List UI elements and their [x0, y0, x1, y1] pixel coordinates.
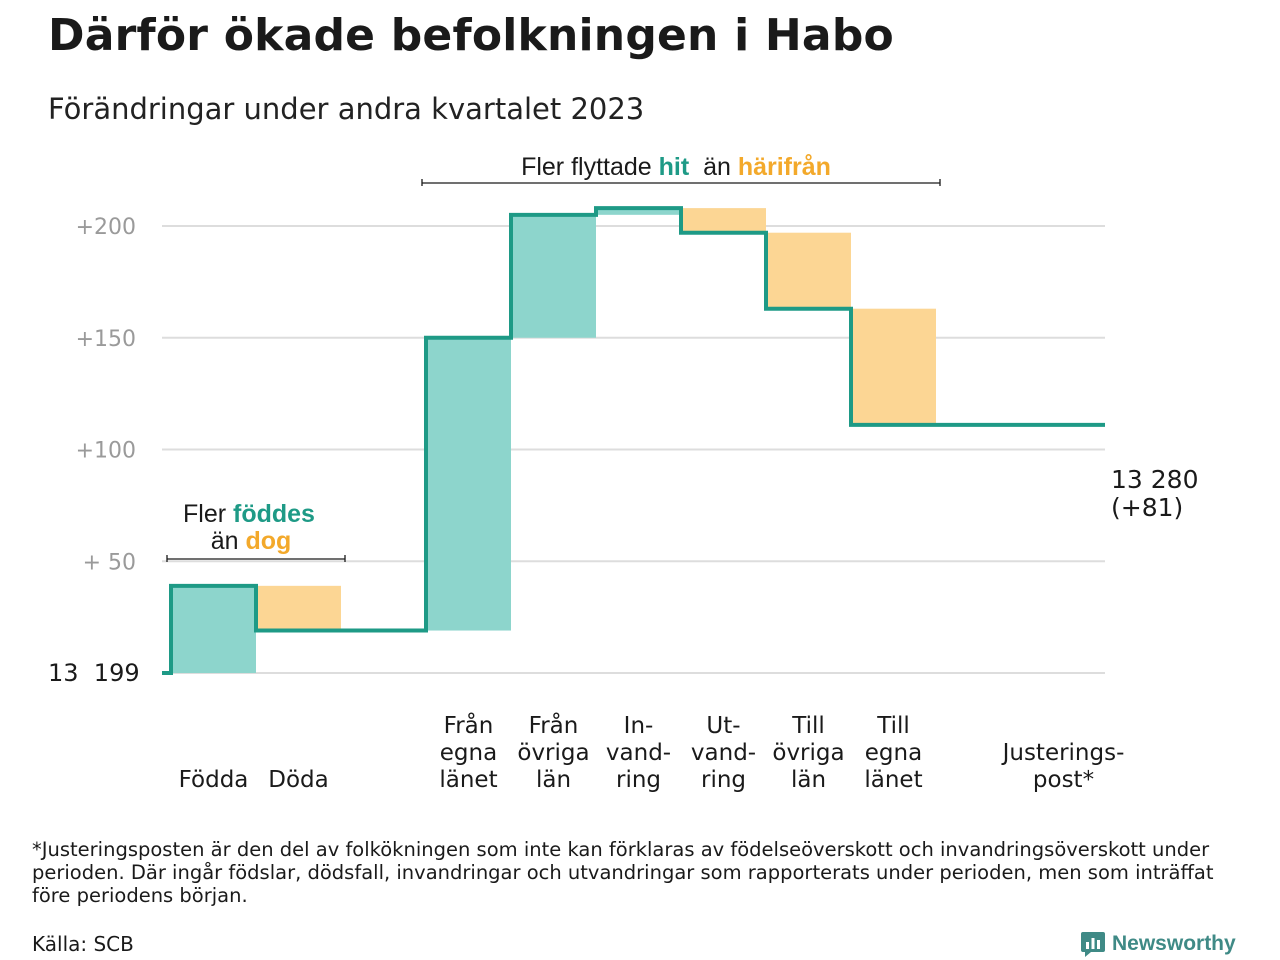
- bar-födda: [171, 585, 256, 673]
- y-tick-label: +100: [76, 439, 136, 464]
- logo-text: Newsworthy: [1112, 932, 1236, 955]
- bar-utvandring: [681, 208, 766, 233]
- x-category-label: Ut-: [706, 713, 740, 739]
- bar-frånövrigalän: [511, 214, 596, 338]
- bar-döda: [256, 585, 341, 631]
- annotation-highlight-increase: hit: [659, 153, 690, 181]
- source-label: Källa: SCB: [32, 932, 134, 956]
- annotation-text: än: [211, 527, 246, 555]
- cumulative-step-line: [162, 206, 1105, 675]
- x-category-label: Döda: [268, 767, 328, 793]
- newsworthy-logo-icon: [1081, 932, 1105, 957]
- chart-subtitle: Förändringar under andra kvartalet 2023: [48, 92, 645, 126]
- x-category-label: egna: [865, 740, 922, 766]
- bar-tillövrigalän: [766, 232, 851, 309]
- bar-invandring: [596, 208, 681, 215]
- x-category-label: Justerings-: [1001, 740, 1125, 766]
- chart-title: Därför ökade befolkningen i Habo: [48, 10, 894, 61]
- x-category-label: In-: [624, 713, 654, 739]
- x-category-label: länet: [439, 767, 497, 793]
- y-tick-label: + 50: [83, 550, 136, 575]
- births-annotation-line1: Fler föddes: [183, 500, 315, 528]
- bar-frånegnalänet: [426, 337, 511, 631]
- y-tick-label: +150: [76, 327, 136, 352]
- births-bracket: [166, 555, 346, 562]
- annotation-highlight-decrease: dog: [245, 527, 291, 555]
- x-category-label: Från: [529, 711, 579, 739]
- x-category-label: övriga: [772, 740, 844, 766]
- x-category-label: län: [536, 767, 571, 793]
- x-category-label: Födda: [179, 767, 249, 793]
- bar-tillegnalänet: [851, 308, 936, 425]
- moves-bracket: [421, 179, 941, 186]
- end-change-label: (+81): [1111, 493, 1183, 522]
- start-value-label: 13 199: [48, 659, 140, 687]
- annotation-text: Fler flyttade: [521, 153, 659, 181]
- x-category-label: Från: [444, 711, 494, 739]
- moves-annotation: Fler flyttade hit än härifrån: [521, 153, 831, 181]
- x-category-label: län: [791, 767, 826, 793]
- x-category-label: vand-: [691, 740, 756, 766]
- annotation-highlight-increase: föddes: [233, 500, 315, 528]
- x-category-label: övriga: [517, 740, 589, 766]
- y-tick-label: +200: [76, 215, 136, 240]
- annotation-text: än: [689, 153, 738, 181]
- births-annotation-line2: än dog: [211, 527, 292, 555]
- x-category-label: vand-: [606, 740, 671, 766]
- x-category-label: post*: [1033, 767, 1094, 793]
- x-category-label: ring: [616, 767, 661, 793]
- x-category-label: egna: [440, 740, 497, 766]
- x-category-label: ring: [701, 767, 746, 793]
- end-value-label: 13 280: [1111, 465, 1198, 494]
- x-category-label: Till: [876, 713, 910, 739]
- newsworthy-logo: Newsworthy: [1080, 928, 1236, 960]
- annotation-text: Fler: [183, 500, 233, 528]
- x-category-label: Till: [791, 713, 825, 739]
- annotation-highlight-decrease: härifrån: [738, 153, 831, 181]
- footnote: *Justeringsposten är den del av folkökni…: [32, 838, 1214, 907]
- x-category-label: länet: [864, 767, 922, 793]
